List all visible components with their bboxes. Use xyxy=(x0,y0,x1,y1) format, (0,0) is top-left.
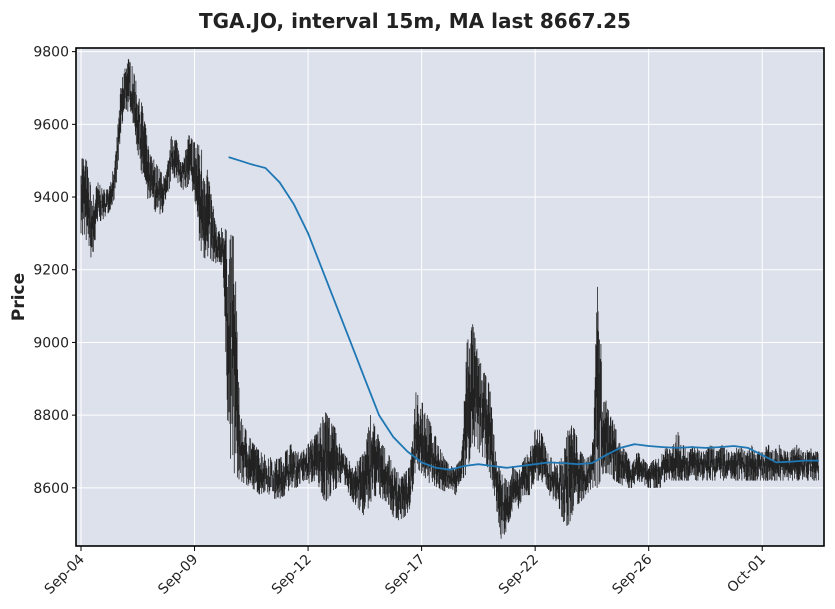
x-tick-label: Sep-26 xyxy=(609,551,655,597)
y-tick-label: 8600 xyxy=(33,481,69,497)
y-tick-label: 9600 xyxy=(33,117,69,133)
y-tick-label: 9000 xyxy=(33,335,69,351)
moving-average-line xyxy=(228,156,819,471)
x-tick-label: Sep-17 xyxy=(382,552,428,598)
x-tick-label: Sep-09 xyxy=(155,552,201,598)
y-tick-label: 9200 xyxy=(33,263,69,279)
plot-frame xyxy=(75,47,825,547)
x-axis: Sep-04 Sep-09 Sep-12 Sep-17 Sep-22 Sep-26 Oct-… xyxy=(42,546,769,598)
x-tick-label: Sep-22 xyxy=(496,552,542,598)
x-tick-label: Oct-01 xyxy=(724,552,769,597)
y-tick-label: 9400 xyxy=(33,190,69,206)
y-axis-label: Price xyxy=(9,273,29,321)
price-bars xyxy=(80,58,819,539)
y-tick-label: 9800 xyxy=(33,45,69,61)
chart-title: TGA.JO, interval 15m, MA last 8667.25 xyxy=(199,9,631,33)
y-tick-label: 8800 xyxy=(33,408,69,424)
y-axis: 8600 8800 9000 9200 9400 9600 9800 xyxy=(33,45,76,497)
x-tick-label: Sep-04 xyxy=(42,551,88,597)
x-tick-label: Sep-12 xyxy=(269,552,315,598)
